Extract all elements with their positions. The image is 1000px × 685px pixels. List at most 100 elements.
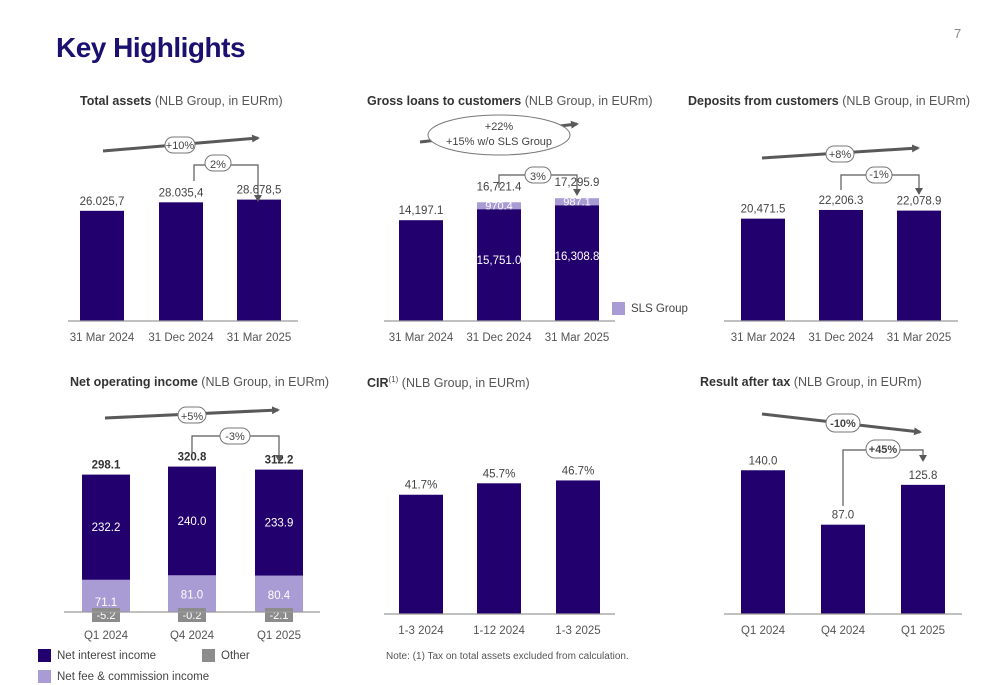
deposits-title-unit: (NLB Group, in EURm) — [842, 94, 971, 108]
page-title: Key Highlights — [56, 32, 246, 63]
cir-value-label-2: 46.7% — [562, 465, 595, 477]
noi-tick-1: Q4 2024 — [170, 630, 215, 642]
noi-other-label-0: -5.2 — [97, 610, 116, 622]
deposits-value-label-2: 22,078.9 — [897, 196, 942, 208]
total_assets-value-label-1: 28.035,4 — [159, 187, 204, 199]
deposits-value-label-1: 22,206.3 — [819, 195, 864, 207]
deposits-qoq-pill — [865, 166, 893, 184]
noi-qoq-bracket-head — [275, 455, 283, 462]
nii-legend: Net interest income — [38, 649, 156, 662]
noi-tick-0: Q1 2024 — [84, 630, 129, 642]
deposits-growth-pill — [825, 145, 855, 163]
total-assets-title-bold: Total assets — [80, 94, 152, 108]
cir-tick-1: 1-12 2024 — [473, 625, 525, 637]
total-assets-growth-pill — [164, 136, 196, 154]
deposits-value-label-0: 20,471.5 — [741, 204, 786, 216]
gross-loans-growth-label-1: +22% — [485, 121, 514, 133]
page-number: 7 — [954, 26, 962, 41]
deposits-tick-0: 31 Mar 2024 — [731, 332, 796, 344]
gross-loans-tick-0: 31 Mar 2024 — [389, 332, 454, 344]
rat-value-label-1: 87.0 — [832, 510, 854, 522]
cir-footnote: Note: (1) Tax on total assets excluded f… — [386, 651, 629, 662]
deposits-qoq-bracket-head — [915, 188, 923, 195]
cir-bar-2 — [556, 480, 600, 614]
gross-loans-core-label-2: 16,308.8 — [555, 251, 600, 263]
total_assets-tick-2: 31 Mar 2025 — [227, 332, 292, 344]
total_assets-bar-0 — [80, 210, 124, 321]
gross-loans-sls-label-1: 970.4 — [485, 201, 513, 213]
noi-total-label-0: 298.1 — [92, 460, 121, 472]
noi-nii-bar-2 — [255, 469, 303, 576]
noi-fee-label-1: 81.0 — [181, 590, 203, 602]
cir-value-label-1: 45.7% — [483, 468, 516, 480]
rat-qoq-pill — [865, 439, 901, 459]
other-legend-swatch — [202, 649, 215, 662]
gross-loans-core-label-1: 15,751.0 — [477, 255, 522, 267]
noi-title: Net operating income (NLB Group, in EURm… — [70, 375, 329, 389]
gross-loans-sls-bar-2 — [555, 198, 599, 206]
rat-qoq-bracket-head — [919, 455, 927, 462]
gross-loans-sls-bar-1 — [477, 202, 521, 210]
noi-fee-label-2: 80.4 — [268, 590, 291, 602]
total_assets-bar-2 — [237, 199, 281, 321]
gross-loans-tick-1: 31 Dec 2024 — [466, 332, 532, 344]
cir-bar-1 — [477, 483, 521, 614]
other-legend: Other — [202, 649, 250, 662]
gross-loans-qoq-pill — [524, 166, 552, 184]
cir-title-unit: (NLB Group, in EURm) — [401, 376, 530, 391]
rat-value-label-2: 125.8 — [909, 470, 938, 482]
gross-loans-title-unit: (NLB Group, in EURm) — [524, 94, 653, 108]
noi-qoq-label: -3% — [225, 431, 245, 443]
noi-growth-pill — [177, 406, 207, 424]
gross-loans-growth-ellipse — [427, 114, 571, 156]
rat-qoq-label: +45% — [869, 444, 898, 456]
deposits-growth-label: +8% — [829, 149, 852, 161]
deposits-title-bold: Deposits from customers — [688, 94, 839, 108]
total-assets-growth-label: +10% — [166, 140, 195, 152]
sls-legend-label: SLS Group — [631, 302, 688, 315]
rat-tick-0: Q1 2024 — [741, 625, 786, 637]
deposits-bar-0 — [741, 218, 785, 321]
gross-loans-growth-label-2: +15% w/o SLS Group — [446, 136, 552, 148]
noi-fee-bar-2 — [255, 575, 303, 612]
gross-loans-total-label-0: 14,197.1 — [399, 205, 444, 217]
noi-title-unit: (NLB Group, in EURm) — [201, 375, 330, 389]
rat-growth-label: -10% — [830, 418, 856, 430]
total_assets-tick-0: 31 Mar 2024 — [70, 332, 135, 344]
deposits-tick-1: 31 Dec 2024 — [808, 332, 874, 344]
noi-other-label-2: -2.1 — [270, 610, 289, 622]
deposits-bar-2 — [897, 210, 941, 321]
rat-bar-2 — [901, 484, 945, 614]
noi-title-bold: Net operating income — [70, 375, 198, 389]
noi-fee-label-0: 71.1 — [95, 597, 117, 609]
noi-fee-bar-0 — [82, 579, 130, 612]
rat-title: Result after tax (NLB Group, in EURm) — [700, 375, 922, 389]
rat-growth-pill — [825, 413, 861, 433]
deposits-bar-1 — [819, 209, 863, 321]
sls-legend: SLS Group — [612, 302, 688, 315]
noi-other-label-1: -0.2 — [183, 610, 202, 622]
fee-legend: Net fee & commission income — [38, 670, 209, 683]
noi-nii-label-1: 240.0 — [178, 516, 207, 528]
total_assets-value-label-0: 26.025,7 — [80, 196, 125, 208]
total-assets-qoq-label: 2% — [210, 159, 226, 171]
rat-bar-0 — [741, 470, 785, 614]
cir-bar-0 — [399, 494, 443, 614]
deposits-tick-2: 31 Mar 2025 — [887, 332, 952, 344]
deposits-qoq-label: -1% — [869, 169, 889, 181]
gross-loans-sls-label-2: 987.1 — [563, 197, 591, 209]
rat-title-unit: (NLB Group, in EURm) — [793, 375, 922, 389]
noi-nii-label-2: 233.9 — [265, 518, 294, 530]
rat-tick-2: Q1 2025 — [901, 625, 945, 637]
deposits-title: Deposits from customers (NLB Group, in E… — [688, 94, 970, 108]
fee-legend-label: Net fee & commission income — [57, 670, 210, 683]
cir-title-bold: CIR — [367, 376, 389, 391]
nii-legend-label: Net interest income — [57, 649, 157, 662]
noi-nii-label-0: 232.2 — [92, 522, 121, 534]
noi-total-label-1: 320.8 — [178, 452, 207, 464]
gross-loans-title-bold: Gross loans to customers — [367, 94, 522, 108]
total-assets-qoq-pill — [204, 154, 232, 172]
total-assets-title-unit: (NLB Group, in EURm) — [154, 94, 283, 108]
noi-tick-2: Q1 2025 — [257, 630, 301, 642]
